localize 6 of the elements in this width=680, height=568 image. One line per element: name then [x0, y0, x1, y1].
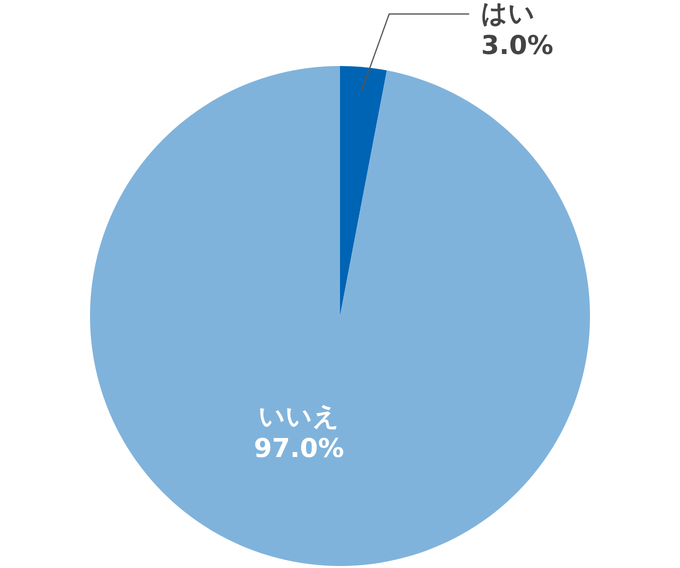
pie-slice — [340, 66, 387, 316]
pie-slice — [90, 66, 590, 566]
slice-label: いいえ — [258, 402, 340, 432]
data-label: 3.0% — [481, 31, 554, 61]
slice-label: はい — [481, 0, 536, 29]
data-label: 97.0% — [254, 434, 344, 464]
